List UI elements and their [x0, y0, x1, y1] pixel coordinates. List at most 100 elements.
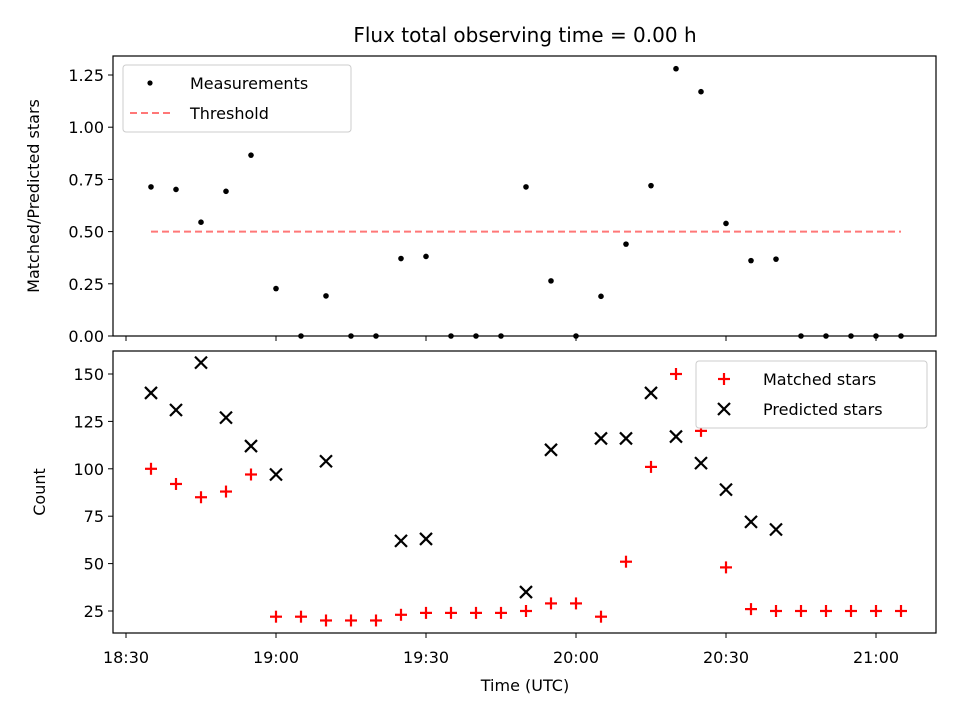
legend-label-matched-stars: Matched stars — [763, 370, 876, 389]
matched-star-point — [795, 605, 807, 617]
bottom-y-tick-label: 75 — [84, 507, 104, 526]
top-y-tick-label: 1.00 — [68, 118, 104, 137]
measurement-point — [198, 219, 204, 226]
predicted-star-point — [744, 515, 758, 529]
measurement-point — [523, 184, 529, 190]
measurement-point — [598, 293, 604, 300]
matched-star-point — [870, 605, 882, 617]
measurement-point — [323, 293, 329, 299]
measurement-point — [698, 88, 704, 95]
legend-label-threshold: Threshold — [189, 104, 269, 123]
predicted-star-point — [769, 522, 783, 537]
matched-star-point — [720, 561, 732, 574]
bottom-y-tick-label: 150 — [73, 365, 104, 384]
predicted-star-point — [144, 386, 158, 400]
legend-marker-predicted-stars — [717, 402, 731, 416]
matched-star-point — [295, 610, 307, 623]
predicted-star-point — [394, 534, 408, 548]
matched-star-point — [420, 606, 432, 619]
bottom-y-tick-label: 100 — [73, 460, 104, 479]
top-axes-frame — [112, 55, 937, 337]
measurement-point — [773, 256, 779, 262]
matched-star-point — [345, 614, 357, 627]
matched-star-point — [470, 606, 482, 619]
matched-star-point — [145, 462, 157, 475]
matched-star-point — [595, 610, 607, 623]
measurement-point — [148, 184, 154, 190]
measurement-point — [648, 182, 654, 189]
matched-star-point — [570, 597, 582, 610]
predicted-star-point — [719, 482, 733, 497]
bottom-legend: Matched stars Predicted stars — [695, 360, 928, 429]
measurement-point — [723, 220, 729, 227]
matched-star-point — [745, 603, 757, 616]
top-y-tick-label: 0.25 — [68, 275, 104, 294]
predicted-star-point — [619, 431, 633, 446]
bottom-y-tick-label: 25 — [84, 602, 104, 621]
legend-label-measurements: Measurements — [190, 74, 308, 93]
matched-star-point — [370, 614, 382, 627]
measurement-point — [173, 186, 179, 193]
predicted-star-point — [319, 454, 333, 468]
bottom-x-tick-label: 18:30 — [103, 648, 149, 667]
matched-star-point — [845, 605, 857, 617]
bottom-x-tick-label: 19:00 — [253, 648, 299, 667]
bottom-y-axis-label: Count — [30, 468, 49, 516]
predicted-star-point — [644, 386, 658, 400]
top-legend-box — [122, 64, 352, 133]
measurement-point — [673, 65, 679, 72]
matched-star-point — [220, 485, 232, 498]
bottom-y-axis: 25 50 75 100 125 150 — [73, 365, 113, 621]
top-y-axis-label: Matched/Predicted stars — [24, 99, 43, 293]
bottom-x-tick-label: 21:00 — [853, 648, 899, 667]
matched-star-point — [670, 368, 682, 380]
top-y-tick-label: 0.75 — [68, 170, 104, 189]
matched-star-point — [770, 605, 782, 617]
chart-title: Flux total observing time = 0.00 h — [353, 23, 696, 47]
bottom-plot-area — [144, 355, 907, 627]
matched-star-point — [395, 608, 407, 621]
top-y-tick-label: 0.50 — [68, 223, 104, 242]
predicted-star-point — [194, 355, 208, 370]
predicted-star-point — [594, 431, 608, 446]
bottom-x-tick-label: 20:00 — [553, 648, 599, 667]
matched-star-point — [895, 605, 907, 617]
matched-star-point — [245, 468, 257, 481]
matched-star-point — [545, 597, 557, 610]
flux-ratio-panel: Flux total observing time = 0.00 h 0.000… — [24, 23, 937, 346]
measurement-point — [398, 255, 404, 262]
predicted-star-point — [169, 403, 183, 417]
legend-marker-measurements — [147, 80, 153, 86]
star-count-panel: 25 50 75 100 125 150 18:30 19:00 19:30 20:00 20:3… — [30, 350, 937, 695]
measurement-point — [273, 285, 279, 292]
matched-star-point — [195, 491, 207, 504]
measurement-point — [748, 257, 754, 264]
top-y-tick-label: 1.25 — [68, 66, 104, 85]
bottom-x-axis: 18:30 19:00 19:30 20:00 20:30 21:00 — [103, 633, 899, 667]
bottom-legend-box — [695, 360, 928, 429]
matched-star-point — [620, 555, 632, 568]
matched-star-point — [320, 614, 332, 627]
measurement-point — [248, 152, 254, 158]
matched-star-point — [645, 460, 657, 473]
legend-label-predicted-stars: Predicted stars — [763, 400, 883, 419]
matched-star-point — [520, 605, 532, 617]
top-legend: Measurements Threshold — [122, 64, 352, 133]
bottom-x-axis-label: Time (UTC) — [480, 676, 569, 695]
predicted-star-point — [669, 429, 683, 444]
predicted-star-point — [219, 410, 233, 425]
bottom-y-tick-label: 125 — [73, 412, 104, 431]
measurement-point — [623, 241, 629, 247]
predicted-star-point — [269, 467, 283, 482]
predicted-star-point — [694, 456, 708, 470]
bottom-x-tick-label: 20:30 — [703, 648, 749, 667]
legend-marker-matched-stars — [718, 373, 730, 385]
predicted-star-point — [544, 443, 558, 457]
measurement-point — [223, 188, 229, 195]
matched-star-point — [820, 605, 832, 617]
matched-star-point — [270, 610, 282, 623]
predicted-star-point — [419, 532, 433, 546]
predicted-star-point — [244, 439, 258, 453]
bottom-axes-frame — [112, 350, 937, 634]
